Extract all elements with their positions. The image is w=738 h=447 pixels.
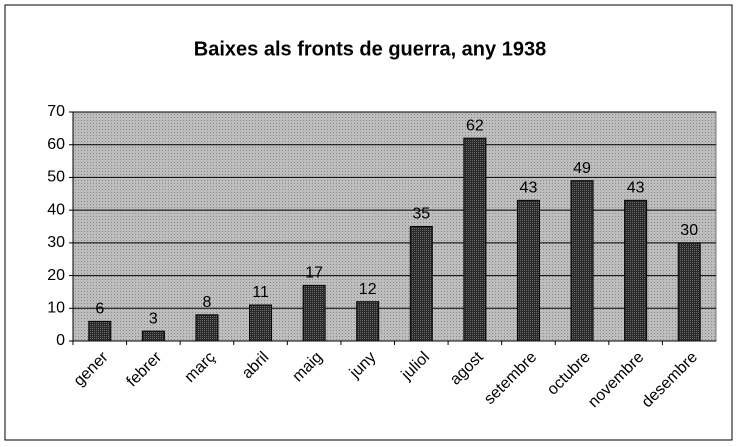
data-label: 11: [252, 284, 269, 301]
y-tick-label: 70: [47, 103, 65, 120]
bar: [88, 320, 112, 342]
bar: [302, 284, 326, 342]
y-tick-label: 10: [47, 300, 65, 317]
data-label: 62: [466, 117, 484, 134]
data-label: 8: [203, 294, 212, 311]
y-tick-label: 0: [56, 332, 65, 349]
data-label: 6: [95, 301, 104, 318]
bar: [516, 199, 540, 342]
bar: [677, 242, 701, 342]
bar: [624, 199, 648, 342]
bar: [141, 330, 165, 342]
bar: [195, 314, 219, 342]
y-tick-label: 50: [47, 169, 65, 186]
plot-area: [72, 111, 717, 342]
y-tick-label: 20: [47, 267, 65, 284]
data-label: 43: [520, 180, 538, 197]
bar: [356, 301, 380, 342]
data-label: 49: [573, 160, 591, 177]
chart-title: Baixes als fronts de guerra, any 1938: [194, 38, 546, 60]
y-tick-label: 30: [47, 234, 65, 251]
bar: [249, 304, 273, 342]
bar: [409, 226, 433, 342]
y-tick-label: 60: [47, 136, 65, 153]
data-label: 17: [305, 265, 323, 282]
data-label: 30: [680, 222, 698, 239]
data-label: 43: [627, 180, 645, 197]
bar: [570, 180, 594, 342]
bar: [463, 137, 487, 342]
y-tick-label: 40: [47, 201, 65, 218]
data-label: 12: [359, 281, 377, 298]
data-label: 35: [412, 206, 430, 223]
data-label: 3: [149, 310, 158, 327]
